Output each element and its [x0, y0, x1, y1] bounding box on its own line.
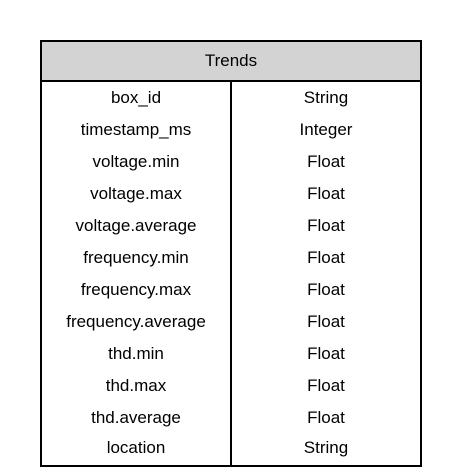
- field-row: voltage.max Float: [42, 178, 420, 210]
- field-type: Float: [307, 280, 345, 299]
- field-type: Integer: [299, 120, 353, 139]
- table-title: Trends: [42, 42, 420, 82]
- field-row: location String: [42, 432, 420, 464]
- field-name: thd.max: [105, 376, 167, 395]
- field-type: Float: [307, 248, 345, 267]
- field-type: Float: [307, 312, 345, 331]
- field-row: thd.max Float: [42, 370, 420, 402]
- field-row: timestamp_ms Integer: [42, 114, 420, 146]
- field-name: thd.average: [91, 408, 181, 427]
- field-type: Float: [307, 152, 345, 171]
- field-name: thd.min: [108, 344, 164, 363]
- field-row: frequency.average Float: [42, 306, 420, 338]
- field-row: frequency.max Float: [42, 274, 420, 306]
- field-row: voltage.min Float: [42, 146, 420, 178]
- field-type: Float: [307, 376, 345, 395]
- field-type: Float: [307, 216, 345, 235]
- field-row: thd.min Float: [42, 338, 420, 370]
- entity-table-trends: Trends box_id String timestamp_ms Intege…: [40, 40, 422, 467]
- field-name: voltage.max: [90, 184, 182, 203]
- field-type: String: [303, 438, 349, 457]
- field-type: Float: [307, 184, 345, 203]
- field-row: box_id String: [42, 82, 420, 114]
- field-type: String: [303, 88, 349, 107]
- field-type: Float: [307, 408, 345, 427]
- field-name: box_id: [110, 88, 162, 107]
- column-divider: [230, 82, 232, 465]
- field-type: Float: [307, 344, 345, 363]
- field-name: frequency.max: [80, 280, 192, 299]
- table-body: box_id String timestamp_ms Integer volta…: [42, 82, 420, 465]
- field-name: voltage.average: [75, 216, 197, 235]
- field-name: voltage.min: [92, 152, 180, 171]
- field-row: thd.average Float: [42, 402, 420, 434]
- field-row: voltage.average Float: [42, 210, 420, 242]
- field-name: timestamp_ms: [80, 120, 192, 139]
- field-name: frequency.min: [83, 248, 189, 267]
- field-name: frequency.average: [66, 312, 206, 331]
- field-row: frequency.min Float: [42, 242, 420, 274]
- field-name: location: [106, 438, 166, 457]
